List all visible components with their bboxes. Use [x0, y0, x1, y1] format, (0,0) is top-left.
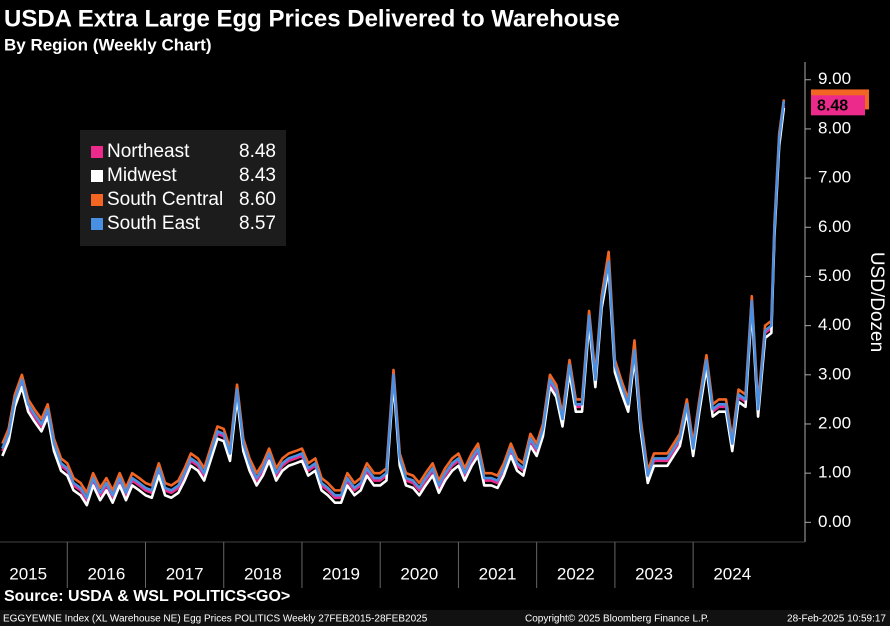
legend-label: Northeast	[107, 141, 190, 162]
y-tick-label: 2.00	[818, 413, 851, 432]
x-tick-label: 2018	[244, 564, 282, 583]
y-tick-label: 5.00	[818, 266, 851, 285]
legend-swatch	[91, 194, 103, 206]
x-tick-label: 2020	[400, 564, 438, 583]
chart-subtitle: By Region (Weekly Chart)	[4, 35, 212, 54]
legend-value: 8.48	[239, 141, 276, 162]
footer-right: 28-Feb-2025 10:59:17	[787, 614, 886, 625]
x-tick-label: 2024	[713, 564, 751, 583]
y-tick-label: 8.00	[818, 118, 851, 137]
y-tick-label: 3.00	[818, 364, 851, 383]
legend-label: South East	[107, 213, 201, 234]
legend-swatch	[91, 218, 103, 230]
chart-title: USDA Extra Large Egg Prices Delivered to…	[4, 5, 620, 32]
legend-swatch	[91, 146, 103, 158]
series-line	[1, 100, 786, 500]
source: Source: USDA & WSL POLITICS<GO>	[4, 588, 290, 605]
x-tick-label: 2017	[166, 564, 204, 583]
x-tick-label: 2019	[322, 564, 360, 583]
y-axis-title: USD/Dozen	[866, 252, 887, 352]
legend-swatch	[91, 170, 103, 182]
y-tick-label: 7.00	[818, 168, 851, 187]
legend-box	[80, 130, 286, 246]
x-tick-label: 2021	[479, 564, 517, 583]
y-tick-label: 4.00	[818, 315, 851, 334]
y-tick-label: 0.00	[818, 512, 851, 531]
legend-value: 8.43	[239, 165, 276, 186]
legend-value: 8.57	[239, 213, 276, 234]
price-tag-label: 8.48	[817, 98, 848, 115]
legend-label: South Central	[107, 189, 223, 210]
x-tick-label: 2022	[557, 564, 595, 583]
y-tick-label: 9.00	[818, 69, 851, 88]
x-tick-label: 2015	[9, 564, 47, 583]
price-tag	[811, 95, 865, 116]
legend-value: 8.60	[239, 189, 276, 210]
footer-center: Copyright© 2025 Bloomberg Finance L.P.	[525, 614, 709, 625]
footer-left: EGGYEWNE Index (XL Warehouse NE) Egg Pri…	[3, 614, 428, 625]
x-tick-label: 2016	[87, 564, 125, 583]
y-tick-label: 1.00	[818, 463, 851, 482]
legend-label: Midwest	[107, 165, 177, 186]
y-tick-label: 6.00	[818, 217, 851, 236]
footer-band	[0, 610, 890, 626]
x-tick-label: 2023	[635, 564, 673, 583]
